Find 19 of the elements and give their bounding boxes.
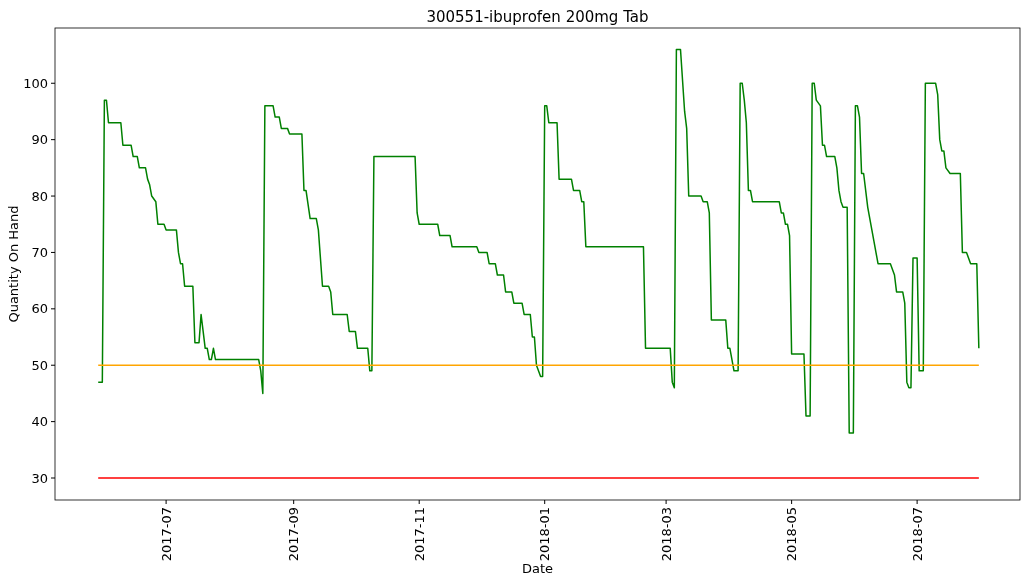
y-axis-title: Quantity On Hand <box>6 205 21 323</box>
y-tick-label: 40 <box>31 414 48 430</box>
x-axis-title: Date <box>521 561 554 576</box>
y-tick-label: 30 <box>31 470 48 486</box>
x-tick-label: 2018-05 <box>784 507 800 562</box>
chart-title: 300551-ibuprofen 200mg Tab <box>426 8 649 26</box>
y-tick-label: 80 <box>31 188 48 204</box>
y-tick-label: 70 <box>31 244 48 260</box>
x-tick-label: 2018-07 <box>909 507 925 562</box>
x-tick-label: 2017-11 <box>411 507 427 562</box>
x-tick-label: 2018-01 <box>537 507 553 562</box>
x-tick-label: 2018-03 <box>658 507 674 562</box>
y-tick-label: 60 <box>31 301 48 317</box>
y-tick-label: 50 <box>31 357 48 373</box>
x-tick-label: 2017-09 <box>286 507 302 562</box>
x-tick-label: 2017-07 <box>158 507 174 562</box>
y-tick-label: 100 <box>23 75 48 91</box>
line-series <box>97 48 980 434</box>
y-tick-label: 90 <box>31 132 48 148</box>
